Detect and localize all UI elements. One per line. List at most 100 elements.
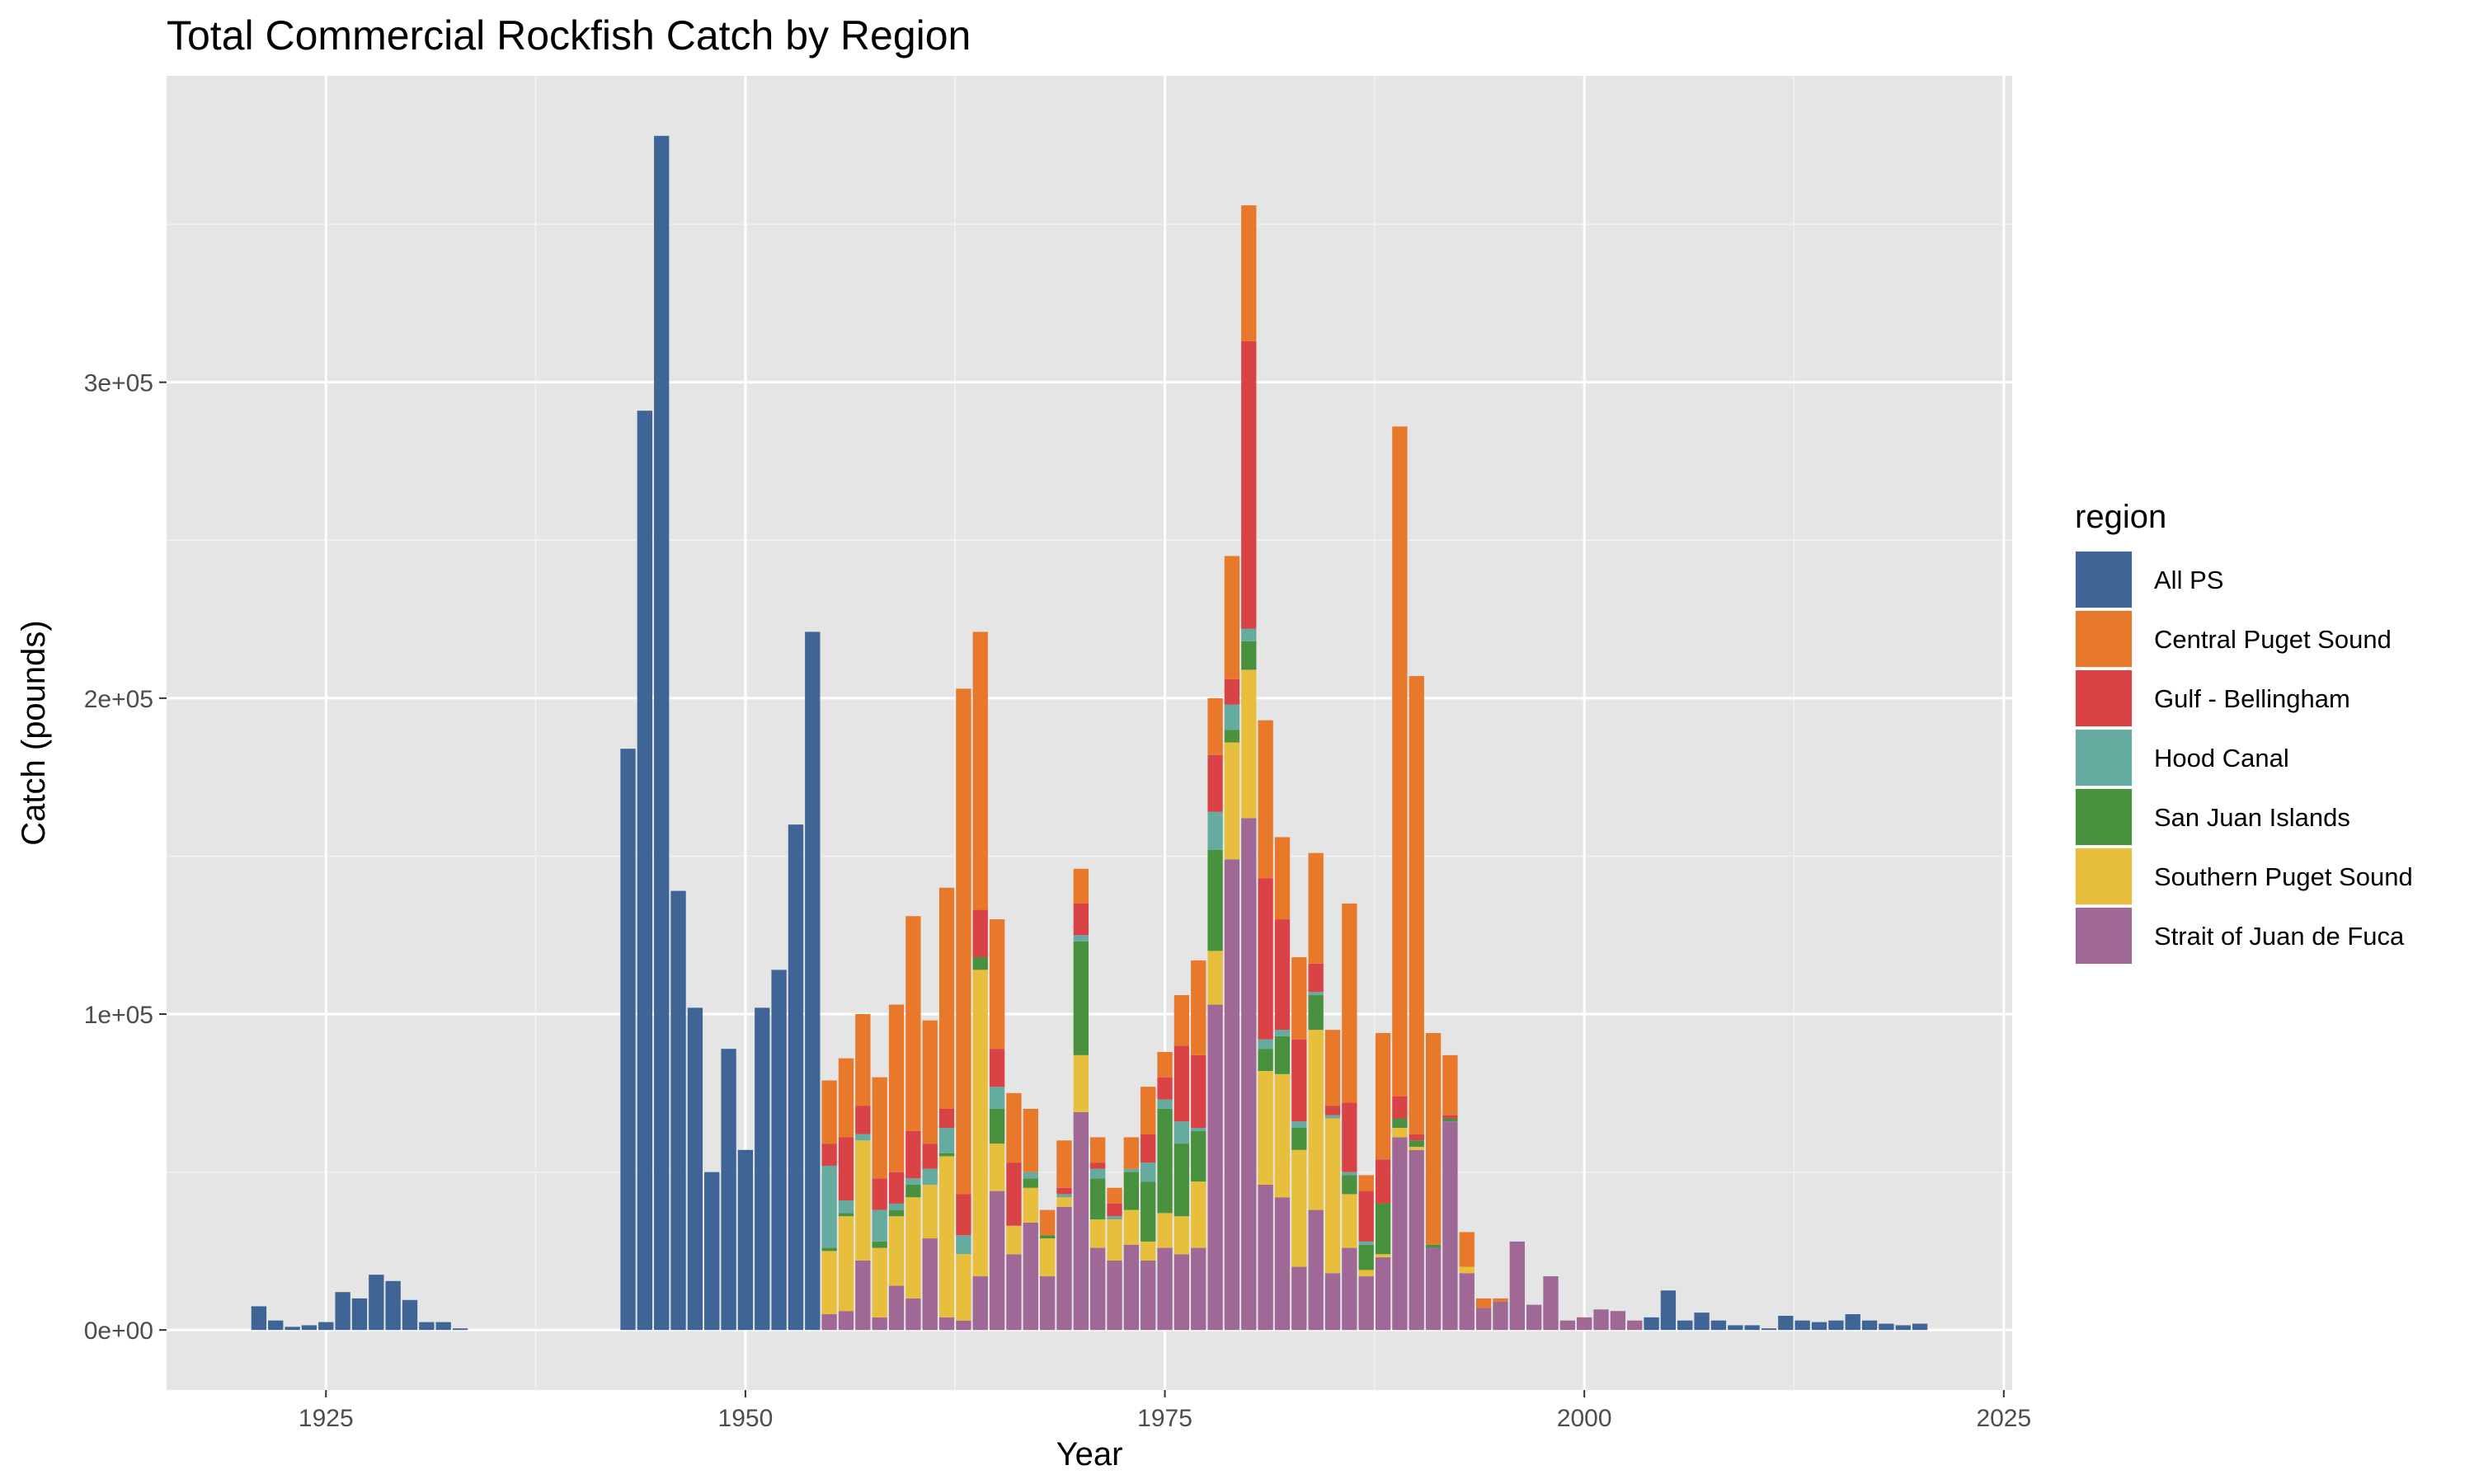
bar-southern-puget-sound-1965	[989, 1144, 1005, 1191]
y-axis: 0e+00 1e+05 2e+05 3e+05	[84, 370, 167, 1345]
bar-hood-canal-1969	[1056, 1194, 1072, 1198]
legend-swatch-gulf-bellingham	[2076, 670, 2132, 726]
bar-central-puget-sound-1962	[938, 887, 955, 1109]
bar-strait-of-juan-de-fuca-1993	[1459, 1273, 1475, 1331]
bar-strait-of-juan-de-fuca-1955	[821, 1314, 837, 1331]
bar-central-puget-sound-1992	[1442, 1054, 1458, 1115]
bar-san-juan-islands-1964	[972, 957, 988, 970]
bar-strait-of-juan-de-fuca-1973	[1123, 1244, 1140, 1331]
bar-strait-of-juan-de-fuca-1965	[989, 1190, 1005, 1331]
bar-all-ps-1926	[335, 1292, 350, 1331]
legend-swatch-hood-canal	[2076, 730, 2132, 786]
bar-hood-canal-1967	[1023, 1172, 1038, 1179]
bar-central-puget-sound-1959	[888, 1004, 905, 1172]
bar-central-puget-sound-1991	[1425, 1033, 1442, 1245]
y-tick-label: 0e+00	[84, 1317, 153, 1345]
bar-gulf-bellingham-1970	[1073, 903, 1089, 936]
bar-gulf-bellingham-1983	[1291, 1039, 1307, 1122]
bar-strait-of-juan-de-fuca-2000	[1577, 1317, 1592, 1331]
bar-southern-puget-sound-1958	[872, 1247, 887, 1317]
bar-hood-canal-1977	[1191, 1127, 1206, 1131]
bar-all-ps-2019	[1895, 1325, 1911, 1331]
bar-san-juan-islands-1968	[1039, 1235, 1056, 1239]
bar-central-puget-sound-1963	[956, 688, 971, 1195]
bar-san-juan-islands-1987	[1358, 1244, 1374, 1270]
legend-label-central-puget-sound: Central Puget Sound	[2154, 625, 2392, 654]
bar-southern-puget-sound-1978	[1207, 951, 1223, 1005]
bar-all-ps-2018	[1879, 1323, 1894, 1331]
bar-hood-canal-1975	[1157, 1099, 1173, 1109]
bar-gulf-bellingham-1966	[1006, 1162, 1022, 1226]
legend-swatch-central-puget-sound	[2076, 611, 2132, 667]
bar-strait-of-juan-de-fuca-1970	[1073, 1111, 1089, 1331]
bar-strait-of-juan-de-fuca-1964	[972, 1276, 988, 1331]
bar-southern-puget-sound-1980	[1241, 669, 1257, 819]
bar-southern-puget-sound-1976	[1174, 1216, 1190, 1255]
bar-central-puget-sound-1984	[1308, 852, 1324, 964]
bar-san-juan-islands-1981	[1258, 1049, 1273, 1071]
bar-strait-of-juan-de-fuca-1961	[922, 1238, 938, 1331]
bar-all-ps-1951	[755, 1007, 770, 1331]
bar-all-ps-1952	[771, 970, 787, 1331]
bar-southern-puget-sound-1964	[972, 970, 988, 1277]
bar-southern-puget-sound-1957	[855, 1140, 871, 1261]
bar-central-puget-sound-1968	[1039, 1209, 1056, 1236]
bar-central-puget-sound-1956	[838, 1058, 854, 1138]
bar-all-ps-1953	[788, 824, 804, 1331]
bar-all-ps-2014	[1811, 1322, 1827, 1331]
bar-san-juan-islands-1973	[1123, 1172, 1140, 1210]
bar-all-ps-2011	[1761, 1328, 1777, 1331]
bar-hood-canal-1972	[1107, 1216, 1122, 1220]
bar-southern-puget-sound-1989	[1392, 1127, 1408, 1138]
bar-central-puget-sound-1976	[1174, 995, 1190, 1046]
bar-all-ps-1931	[419, 1322, 435, 1331]
bar-hood-canal-1987	[1358, 1241, 1374, 1245]
bar-gulf-bellingham-1965	[989, 1049, 1005, 1087]
bar-central-puget-sound-1958	[872, 1077, 887, 1179]
bar-all-ps-1928	[369, 1275, 384, 1331]
bar-all-ps-2013	[1794, 1320, 1810, 1331]
bar-southern-puget-sound-1968	[1039, 1238, 1056, 1277]
bar-central-puget-sound-1973	[1123, 1137, 1140, 1169]
x-tick-label: 2000	[1557, 1405, 1612, 1432]
bar-san-juan-islands-1975	[1157, 1108, 1173, 1214]
x-axis-title: Year	[1056, 1436, 1123, 1472]
bar-strait-of-juan-de-fuca-1985	[1324, 1273, 1341, 1331]
bar-gulf-bellingham-1984	[1308, 963, 1324, 993]
bar-gulf-bellingham-1975	[1157, 1077, 1173, 1100]
x-tick-label: 2025	[1976, 1405, 2031, 1432]
bar-san-juan-islands-1979	[1224, 730, 1240, 743]
bar-gulf-bellingham-1969	[1056, 1187, 1072, 1195]
bar-hood-canal-1986	[1342, 1172, 1357, 1176]
legend-label-gulf-bellingham: Gulf - Bellingham	[2154, 684, 2350, 713]
bar-southern-puget-sound-1983	[1291, 1149, 1307, 1267]
chart-title: Total Commercial Rockfish Catch by Regio…	[167, 12, 971, 59]
bar-southern-puget-sound-1974	[1141, 1241, 1156, 1261]
bar-hood-canal-1980	[1241, 628, 1257, 641]
bar-strait-of-juan-de-fuca-1963	[956, 1320, 971, 1331]
bar-strait-of-juan-de-fuca-2003	[1627, 1320, 1643, 1331]
bar-gulf-bellingham-1963	[956, 1194, 971, 1236]
bar-southern-puget-sound-1962	[938, 1156, 955, 1317]
bar-strait-of-juan-de-fuca-1972	[1107, 1260, 1122, 1331]
bar-san-juan-islands-1986	[1342, 1175, 1357, 1195]
x-tick-label: 1975	[1137, 1405, 1192, 1432]
bar-central-puget-sound-1974	[1141, 1087, 1156, 1134]
bar-southern-puget-sound-1987	[1358, 1270, 1374, 1277]
bar-strait-of-juan-de-fuca-1992	[1442, 1121, 1458, 1331]
bar-gulf-bellingham-1959	[888, 1172, 905, 1204]
bar-gulf-bellingham-1957	[855, 1106, 871, 1134]
bar-all-ps-2008	[1710, 1320, 1727, 1331]
bar-central-puget-sound-1990	[1409, 676, 1424, 1134]
bar-all-ps-1945	[654, 135, 670, 1331]
bar-southern-puget-sound-1977	[1191, 1181, 1206, 1248]
bar-hood-canal-1982	[1274, 1030, 1291, 1036]
bar-san-juan-islands-1978	[1207, 849, 1223, 951]
bar-san-juan-islands-1960	[905, 1184, 921, 1198]
bar-san-juan-islands-1962	[938, 1153, 955, 1157]
legend-title: region	[2075, 499, 2166, 535]
bar-san-juan-islands-1958	[872, 1241, 887, 1248]
bar-hood-canal-1974	[1141, 1162, 1156, 1182]
bar-southern-puget-sound-1988	[1375, 1254, 1391, 1258]
bar-central-puget-sound-1981	[1258, 720, 1273, 879]
